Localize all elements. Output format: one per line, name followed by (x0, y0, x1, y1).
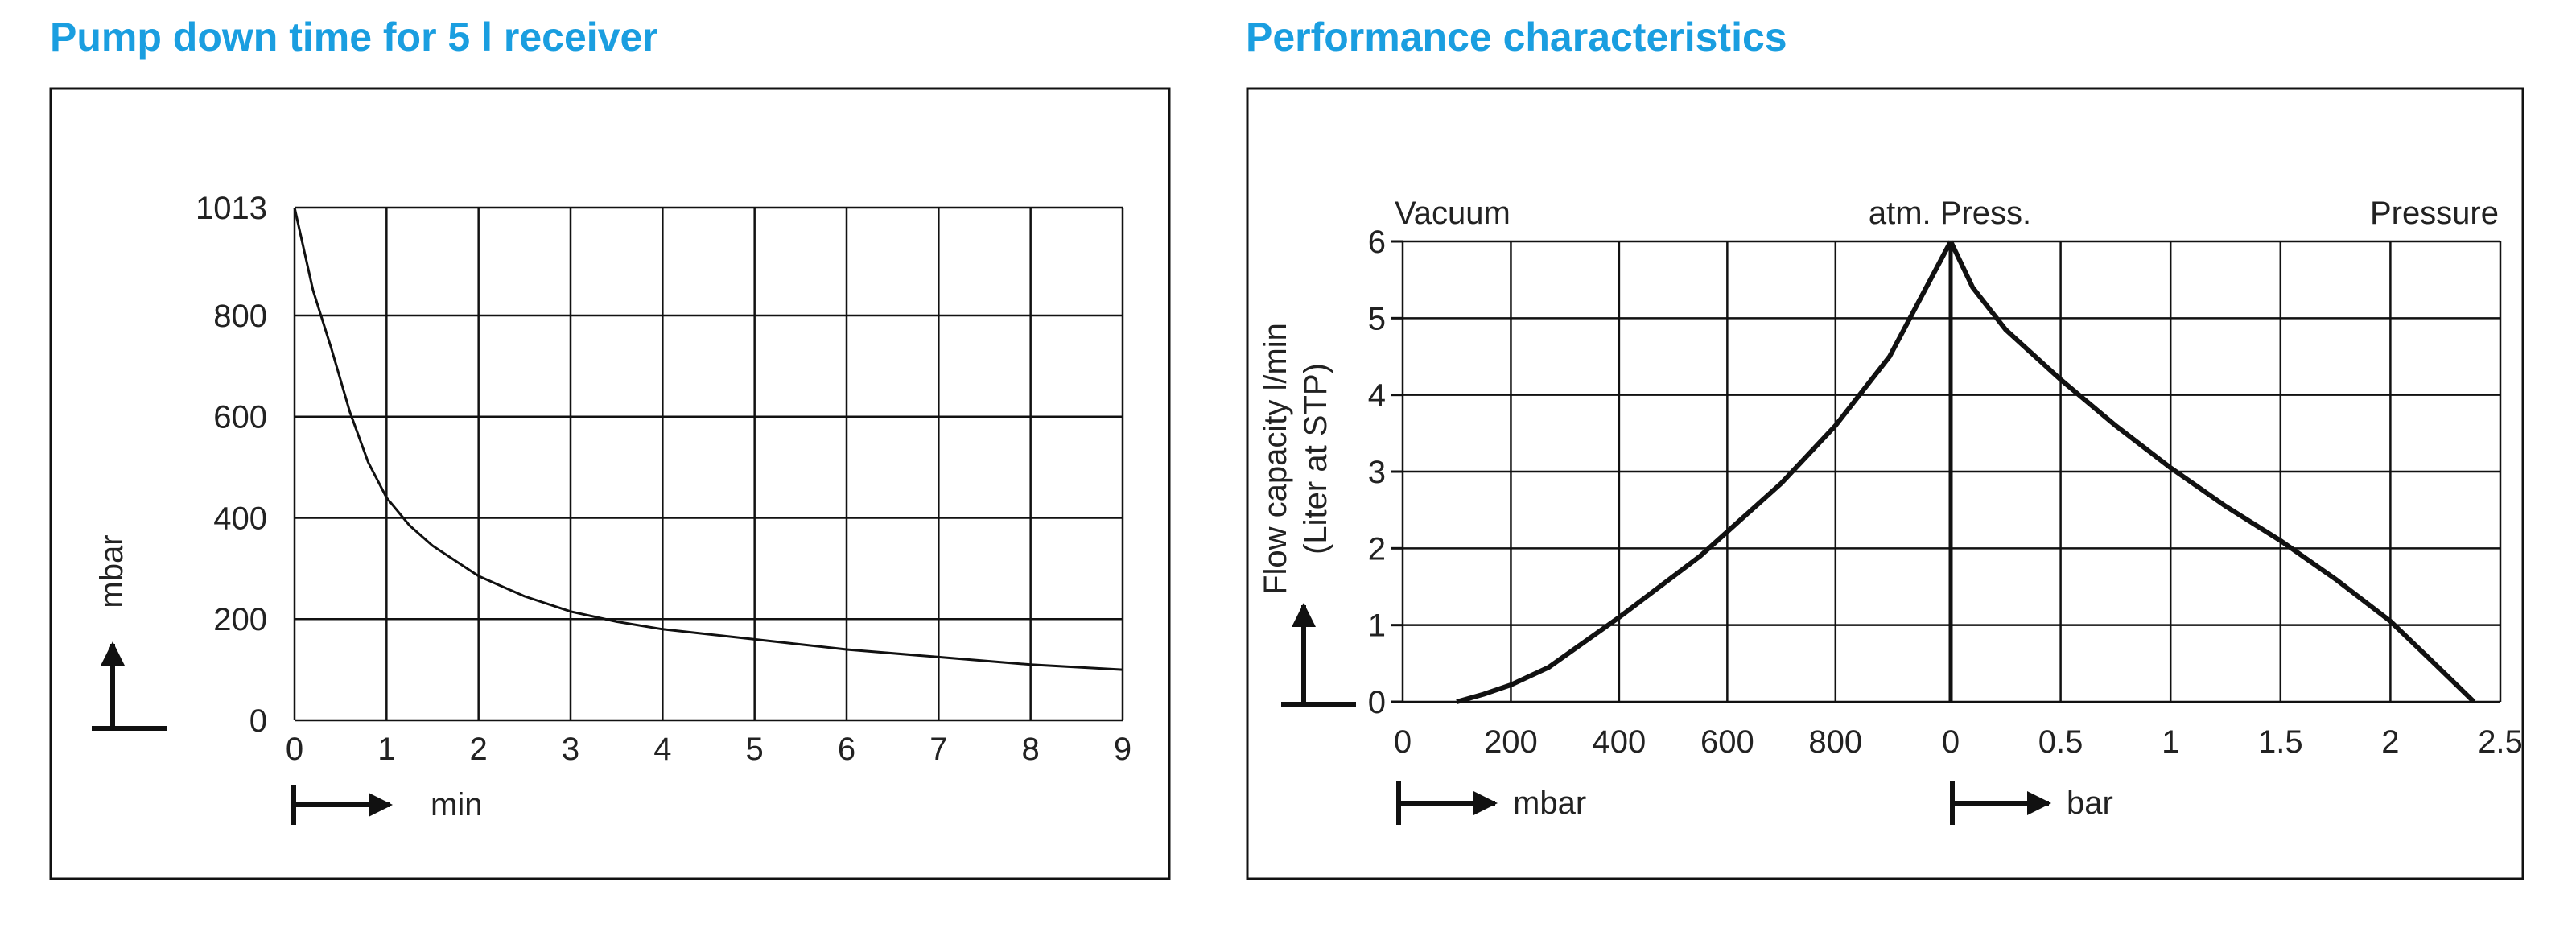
vacuum-x-ticks: 0 200 400 600 800 (1394, 724, 1862, 760)
vacuum-x-tick-label: 600 (1700, 724, 1754, 760)
pressure-x-tick-label: 2 (2381, 724, 2399, 760)
x-tick-label: 9 (1114, 732, 1131, 767)
y-tick-label: 3 (1368, 455, 1386, 490)
x-tick-label: 4 (653, 732, 671, 767)
vacuum-x-tick-label: 200 (1484, 724, 1538, 760)
pump-down-grid (293, 206, 1124, 722)
region-label-vacuum: Vacuum (1395, 196, 1511, 231)
pump-down-x-ticks: 0 1 2 3 4 5 6 7 8 9 (286, 732, 1131, 767)
x-tick-label: 3 (562, 732, 579, 767)
x-tick-label: 5 (746, 732, 764, 767)
chart-title-performance: Performance characteristics (1246, 14, 1787, 60)
performance-ylabel-units: (Liter at STP) (1298, 363, 1333, 555)
pressure-x-tick-label: 0.5 (2038, 724, 2083, 760)
region-label-pressure: Pressure (2370, 196, 2499, 231)
performance-grid (1391, 240, 2502, 703)
pump-down-ylabel: mbar (94, 534, 130, 608)
y-tick-label: 0 (1368, 685, 1386, 720)
vacuum-unit-label: mbar (1513, 785, 1586, 821)
y-tick-label: 800 (213, 299, 267, 334)
pressure-x-tick-label: 1 (2162, 724, 2179, 760)
y-tick-label: 4 (1368, 378, 1386, 414)
pressure-x-tick-label: 1.5 (2258, 724, 2303, 760)
x-tick-label: 1 (377, 732, 395, 767)
performance-ylabel: Flow capacity l/min (1258, 323, 1293, 595)
y-tick-label: 1 (1368, 608, 1386, 644)
y-tick-label: 400 (213, 501, 267, 536)
x-tick-label: 2 (470, 732, 488, 767)
y-tick-label: 0 (249, 703, 267, 739)
y-tick-label: 200 (213, 602, 267, 637)
x-tick-label: 7 (929, 732, 947, 767)
y-tick-label: 2 (1368, 531, 1386, 567)
pressure-x-tick-label: 2.5 (2478, 724, 2523, 760)
performance-panel-frame (1246, 87, 2524, 880)
region-label-atm-press: atm. Press. (1869, 196, 2031, 231)
x-tick-label: 8 (1022, 732, 1040, 767)
y-tick-label: 600 (213, 400, 267, 435)
pressure-unit-label: bar (2067, 785, 2113, 821)
pressure-x-ticks: 0 0.5 1 1.5 2 2.5 (1942, 724, 2523, 760)
pump-down-y-ticks: 0 200 400 600 800 1013 (196, 191, 267, 739)
pressure-x-tick-label: 0 (1942, 724, 1960, 760)
y-tick-label: 5 (1368, 301, 1386, 336)
pump-down-panel-frame (49, 87, 1171, 880)
pump-down-xlabel: min (431, 787, 482, 823)
pressure-curve (1948, 240, 2476, 704)
vacuum-x-tick-label: 400 (1593, 724, 1647, 760)
y-tick-label: 6 (1368, 225, 1386, 260)
x-tick-label: 0 (286, 732, 303, 767)
vacuum-x-tick-label: 0 (1394, 724, 1412, 760)
y-tick-label: 1013 (196, 191, 267, 226)
x-tick-label: 6 (838, 732, 855, 767)
pump-down-curve (293, 207, 1123, 671)
vacuum-x-tick-label: 800 (1808, 724, 1862, 760)
vacuum-curve (1456, 240, 1953, 704)
chart-title-pump-down: Pump down time for 5 l receiver (50, 14, 658, 60)
performance-y-ticks: 0 1 2 3 4 5 6 (1368, 225, 1386, 720)
